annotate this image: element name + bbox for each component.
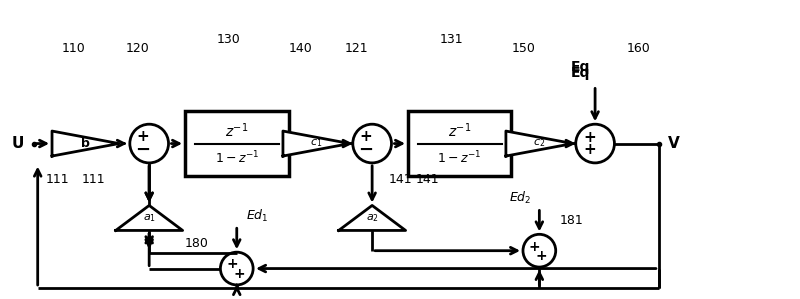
Text: 141: 141 bbox=[388, 173, 412, 186]
Text: $c_1$: $c_1$ bbox=[310, 138, 322, 150]
Text: $z^{-1}$: $z^{-1}$ bbox=[225, 121, 249, 140]
Text: $Ed_2$: $Ed_2$ bbox=[509, 190, 531, 206]
Text: +: + bbox=[226, 257, 238, 271]
Text: 111: 111 bbox=[46, 173, 70, 186]
Text: 110: 110 bbox=[62, 42, 86, 55]
Text: Eq: Eq bbox=[571, 65, 590, 80]
Text: +: + bbox=[536, 249, 548, 263]
Polygon shape bbox=[283, 131, 350, 156]
Text: 181: 181 bbox=[559, 214, 583, 228]
Bar bbox=[408, 111, 511, 176]
Text: +: + bbox=[234, 267, 245, 281]
Text: +: + bbox=[529, 239, 540, 254]
Text: 131: 131 bbox=[440, 33, 463, 46]
Text: 121: 121 bbox=[344, 42, 368, 55]
Text: +: + bbox=[583, 130, 596, 145]
Text: 180: 180 bbox=[185, 237, 209, 250]
Polygon shape bbox=[52, 131, 119, 156]
Text: +: + bbox=[583, 142, 596, 157]
Text: +: + bbox=[136, 129, 149, 144]
Text: $a_2$: $a_2$ bbox=[366, 212, 378, 224]
Polygon shape bbox=[506, 131, 573, 156]
Text: U: U bbox=[12, 136, 24, 151]
Text: Eq: Eq bbox=[571, 60, 590, 74]
Text: 111: 111 bbox=[82, 173, 106, 186]
Text: 160: 160 bbox=[627, 42, 650, 55]
Text: 150: 150 bbox=[511, 42, 535, 55]
Text: 140: 140 bbox=[289, 42, 312, 55]
Polygon shape bbox=[338, 205, 406, 231]
Bar bbox=[185, 111, 289, 176]
Text: +: + bbox=[359, 129, 372, 144]
Text: $c_2$: $c_2$ bbox=[534, 138, 546, 150]
Text: 141: 141 bbox=[416, 173, 439, 186]
Text: 130: 130 bbox=[217, 33, 241, 46]
Text: $z^{-1}$: $z^{-1}$ bbox=[448, 121, 471, 140]
Text: −: − bbox=[135, 141, 150, 159]
Polygon shape bbox=[116, 205, 182, 231]
Text: V: V bbox=[668, 136, 680, 151]
Text: $1-z^{-1}$: $1-z^{-1}$ bbox=[438, 150, 482, 166]
Text: $a_1$: $a_1$ bbox=[142, 212, 156, 224]
Text: $1-z^{-1}$: $1-z^{-1}$ bbox=[214, 150, 259, 166]
Text: b: b bbox=[81, 137, 90, 150]
Text: $Ed_1$: $Ed_1$ bbox=[246, 208, 269, 224]
Text: −: − bbox=[358, 141, 373, 159]
Text: 120: 120 bbox=[126, 42, 149, 55]
